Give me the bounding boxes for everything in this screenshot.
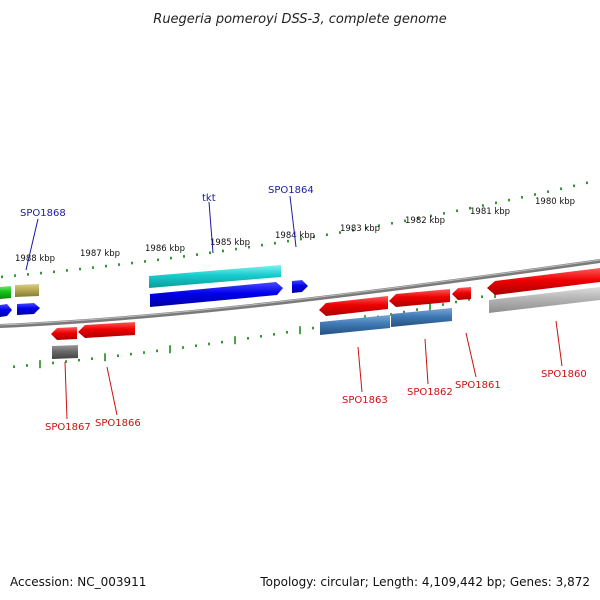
kbp-label-1981: 1981 kbp — [470, 207, 510, 217]
genome-summary-text: Topology: circular; Length: 4,109,442 bp… — [259, 575, 590, 589]
map-title: Ruegeria pomeroyi DSS-3, complete genome — [153, 12, 446, 27]
label-leaders — [25, 195, 563, 420]
leader-spo1864 — [289, 195, 297, 248]
gene-label-tkt[interactable]: tkt — [202, 193, 216, 204]
gene-label-spo1860[interactable]: SPO1860 — [541, 369, 587, 380]
gene-box-spo1867[interactable] — [52, 345, 78, 359]
kbp-label-1980: 1980 kbp — [535, 197, 575, 207]
gene-box-spo1860[interactable] — [489, 287, 600, 313]
gene-label-spo1868[interactable]: SPO1868 — [20, 208, 66, 219]
leader-spo1867 — [64, 361, 68, 420]
kbp-label-1986: 1986 kbp — [145, 244, 185, 254]
gene-arrow-forward-tkt[interactable] — [149, 265, 281, 288]
leader-spo1863 — [357, 346, 363, 393]
gene-arrow-spo1866[interactable] — [78, 322, 135, 338]
gene-label-spo1862[interactable]: SPO1862 — [407, 387, 453, 398]
leader-spo1862 — [424, 338, 429, 385]
genome-backbone-highlight — [0, 259, 600, 326]
gene-arrow-forward-blue-left[interactable] — [0, 304, 12, 317]
kbp-label-1987: 1987 kbp — [80, 249, 120, 259]
accession-text: Accession: NC_003911 — [10, 575, 146, 589]
gene-arrow-spo1867-red[interactable] — [51, 327, 77, 340]
kbp-label-1983: 1983 kbp — [340, 224, 380, 234]
gene-arrow-forward-green[interactable] — [0, 286, 11, 299]
gene-label-spo1864[interactable]: SPO1864 — [268, 185, 314, 196]
gene-label-spo1861[interactable]: SPO1861 — [455, 380, 501, 391]
leader-spo1860 — [555, 320, 563, 367]
kbp-label-1985: 1985 kbp — [210, 238, 250, 248]
leader-spo1861 — [465, 332, 477, 378]
forward-scale-ticks — [1, 181, 588, 279]
kbp-labels: 1988 kbp 1987 kbp 1986 kbp 1985 kbp 1984… — [15, 197, 575, 264]
gene-label-spo1867[interactable]: SPO1867 — [45, 422, 91, 433]
gene-arrow-spo1863[interactable] — [319, 296, 388, 316]
gene-labels: SPO1868 tkt SPO1864 SPO1867 SPO1866 SPO1… — [20, 185, 587, 433]
gene-arrow-forward-blue-small[interactable] — [17, 303, 40, 315]
gene-label-spo1863[interactable]: SPO1863 — [342, 395, 388, 406]
reverse-genes — [51, 268, 600, 359]
gene-arrow-spo1860[interactable] — [487, 268, 600, 295]
leader-spo1868 — [25, 218, 39, 271]
gene-label-spo1866[interactable]: SPO1866 — [95, 418, 141, 429]
gene-arrow-forward-blue-long[interactable] — [150, 282, 283, 307]
gene-arrow-spo1861[interactable] — [452, 287, 471, 300]
gene-box-spo1863[interactable] — [320, 315, 390, 335]
leader-tkt — [208, 201, 214, 254]
gene-arrow-forward-olive[interactable] — [15, 284, 39, 297]
gene-box-spo1862[interactable] — [391, 308, 452, 327]
forward-genes — [0, 265, 308, 317]
gene-arrow-forward-spo1864[interactable] — [292, 280, 308, 293]
kbp-label-1982: 1982 kbp — [405, 216, 445, 226]
leader-spo1866 — [106, 366, 118, 416]
genome-backbone — [0, 259, 600, 328]
kbp-label-1988: 1988 kbp — [15, 254, 55, 264]
gene-arrow-spo1862[interactable] — [389, 289, 450, 307]
